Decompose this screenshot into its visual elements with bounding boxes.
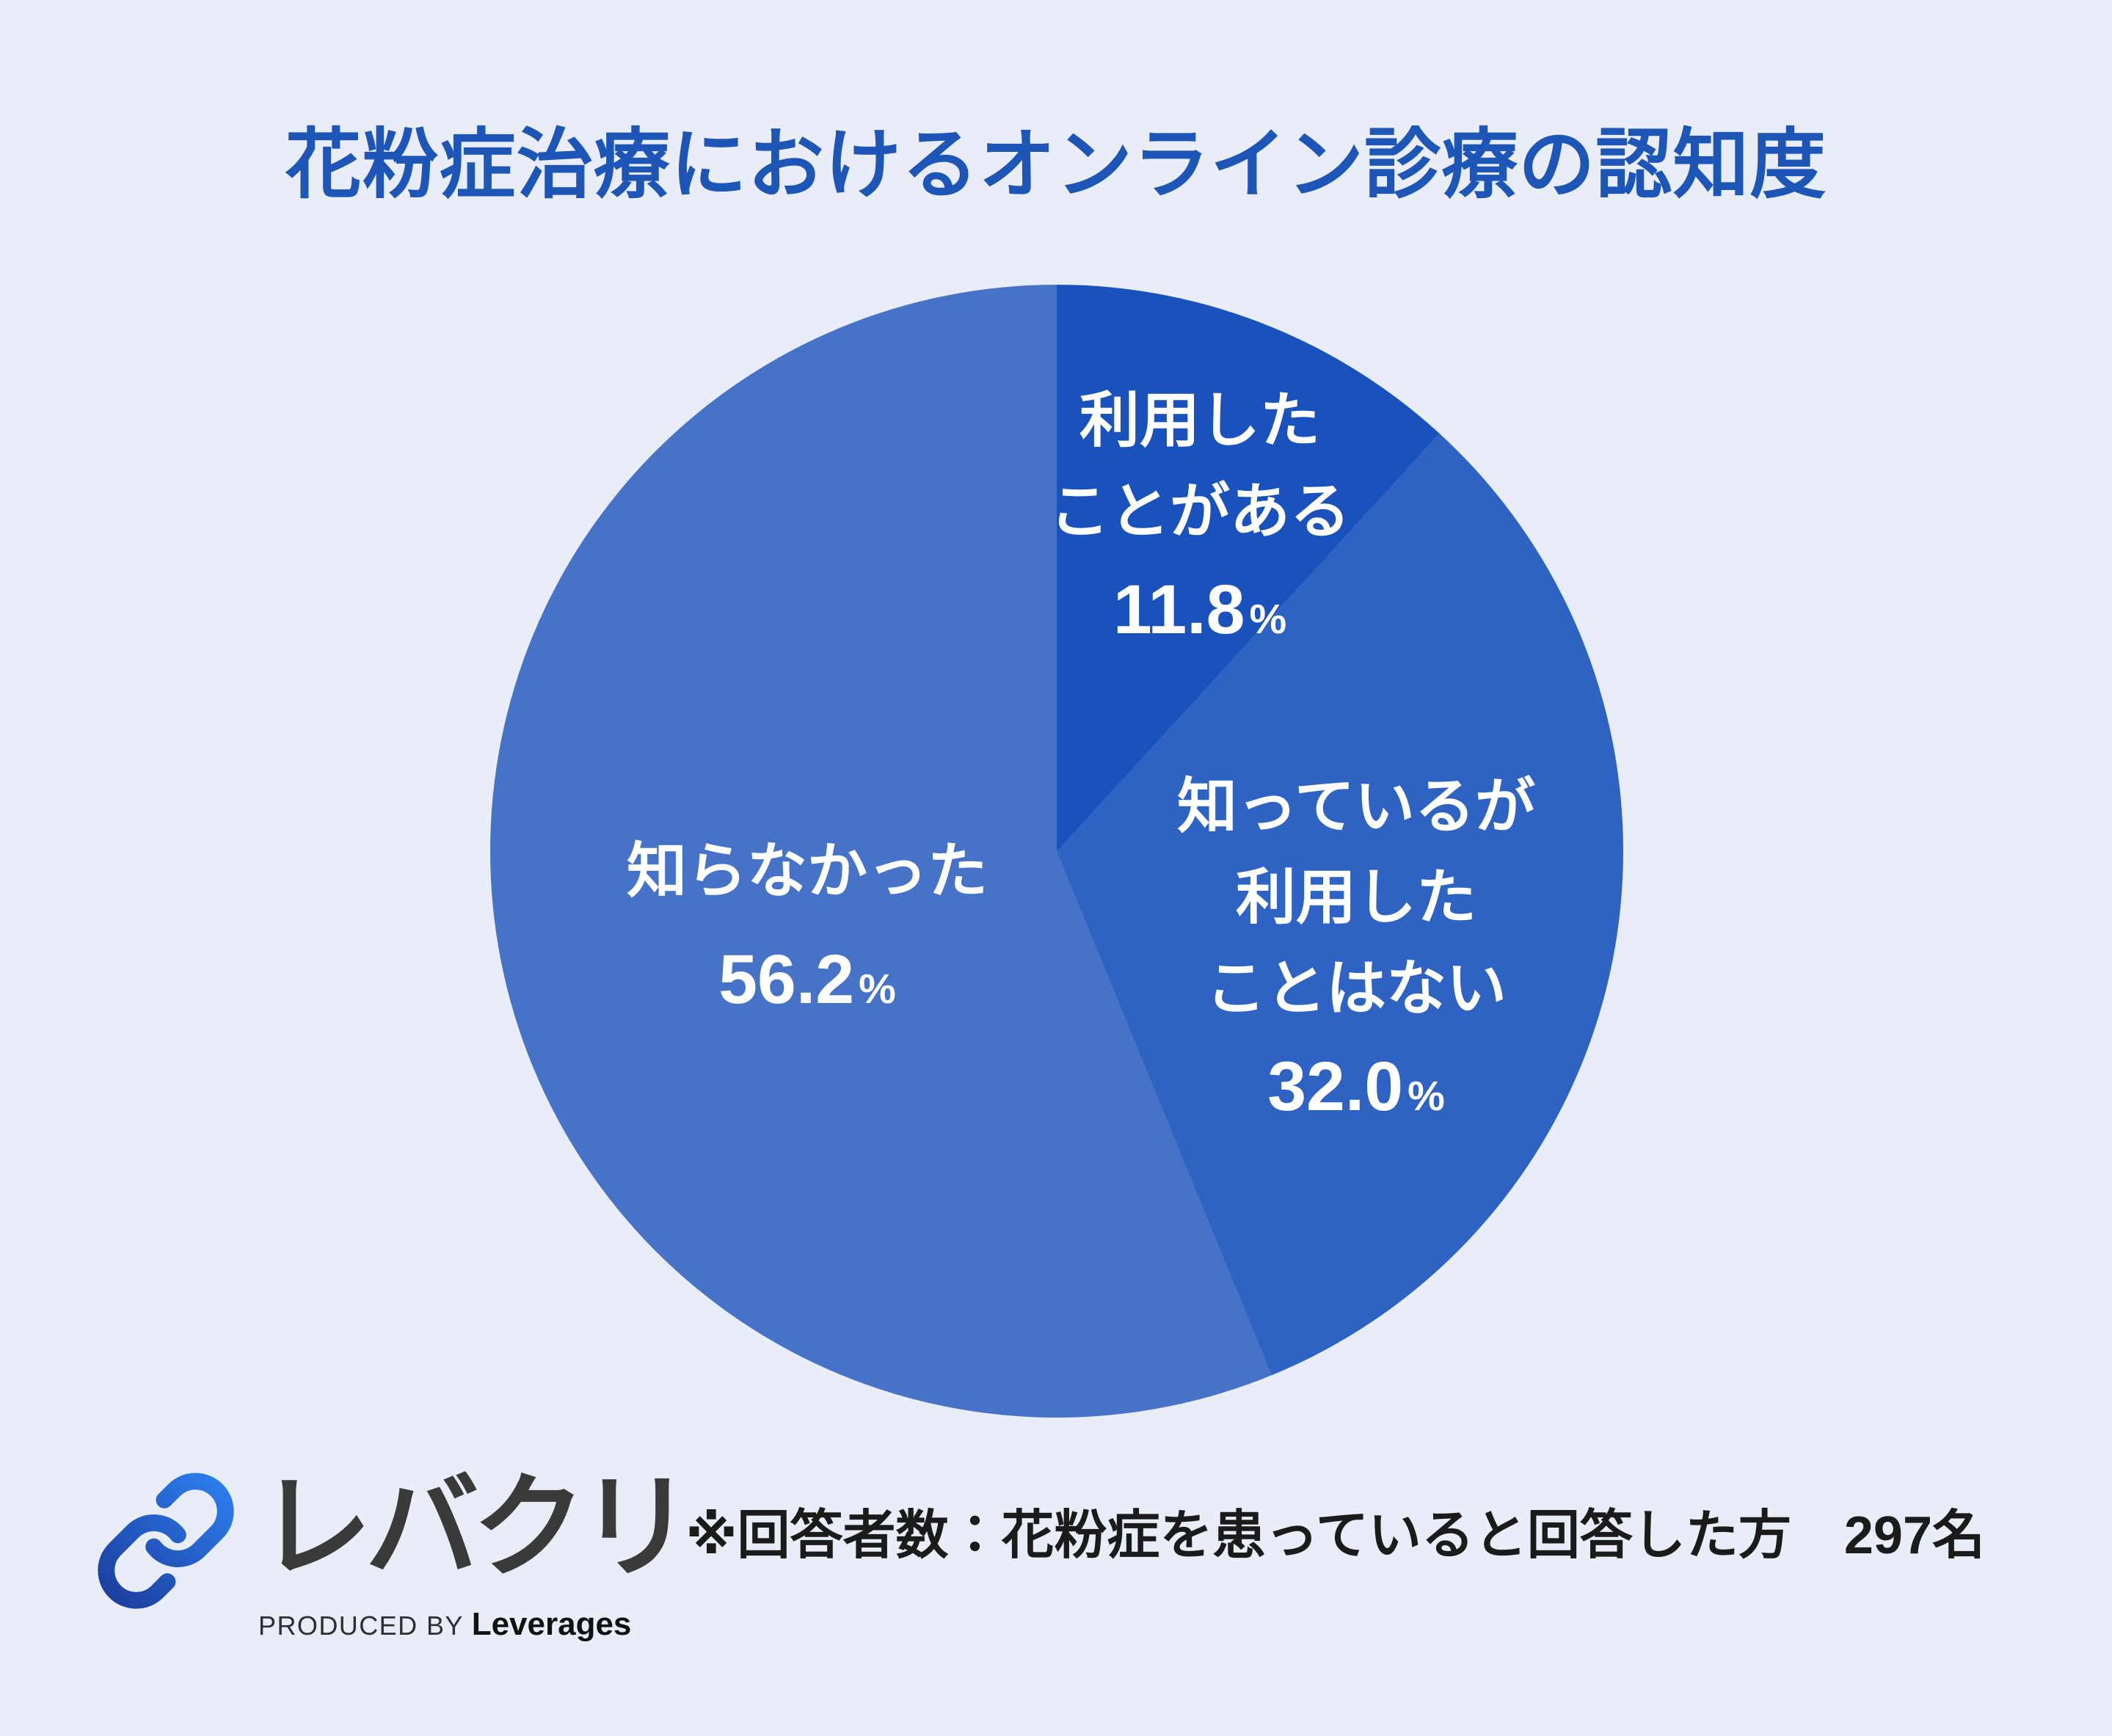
pie-slice-label-known-not-used: 知っているが 利用した ことはない 32.0% [1177,762,1535,1137]
slice-percent: 11.8% [1049,569,1350,660]
slice-label-line: ことがある [1049,478,1351,545]
slice-percent: 32.0% [1177,1046,1535,1137]
percent-symbol: % [859,966,896,1013]
percent-symbol: % [1408,1073,1445,1120]
levacli-logo: レバクリ PRODUCED BY Leverages [94,1456,693,1643]
brand-name: レバクリ [258,1464,693,1591]
slice-label-line: ことはない [1205,955,1507,1022]
respondents-note: ※回答者数：花粉症を患っていると回答した方 297名 [685,1506,1985,1565]
produced-by-label: PRODUCED BY [258,1610,464,1641]
chain-link-icon [98,1473,234,1609]
slice-label-line: 知らなかった [626,838,988,905]
pie-slice-label-did-not-know: 知らなかった 56.2% [627,826,988,1029]
pie-slice-label-used: 利用した ことがある 11.8% [1049,376,1350,660]
slice-label-line: 利用した [1079,387,1321,454]
slice-label-line: 利用した [1235,864,1476,931]
slice-percent-value: 32.0 [1267,1048,1404,1126]
slice-percent-value: 56.2 [718,941,855,1018]
company-name: Leverages [471,1605,632,1642]
produced-by-line: PRODUCED BY Leverages [258,1606,686,1643]
logo-text: レバクリ PRODUCED BY Leverages [258,1456,693,1643]
slice-percent-value: 11.8 [1113,571,1245,649]
pie-chart: 利用した ことがある 11.8% 知っているが 利用した ことはない 32.0%… [490,285,1623,1418]
slice-percent: 56.2% [627,939,988,1029]
percent-symbol: % [1249,596,1287,643]
slice-label-line: 知っているが [1177,773,1535,840]
page-title: 花粉症治療におけるオンライン診療の認知度 [285,123,1827,208]
